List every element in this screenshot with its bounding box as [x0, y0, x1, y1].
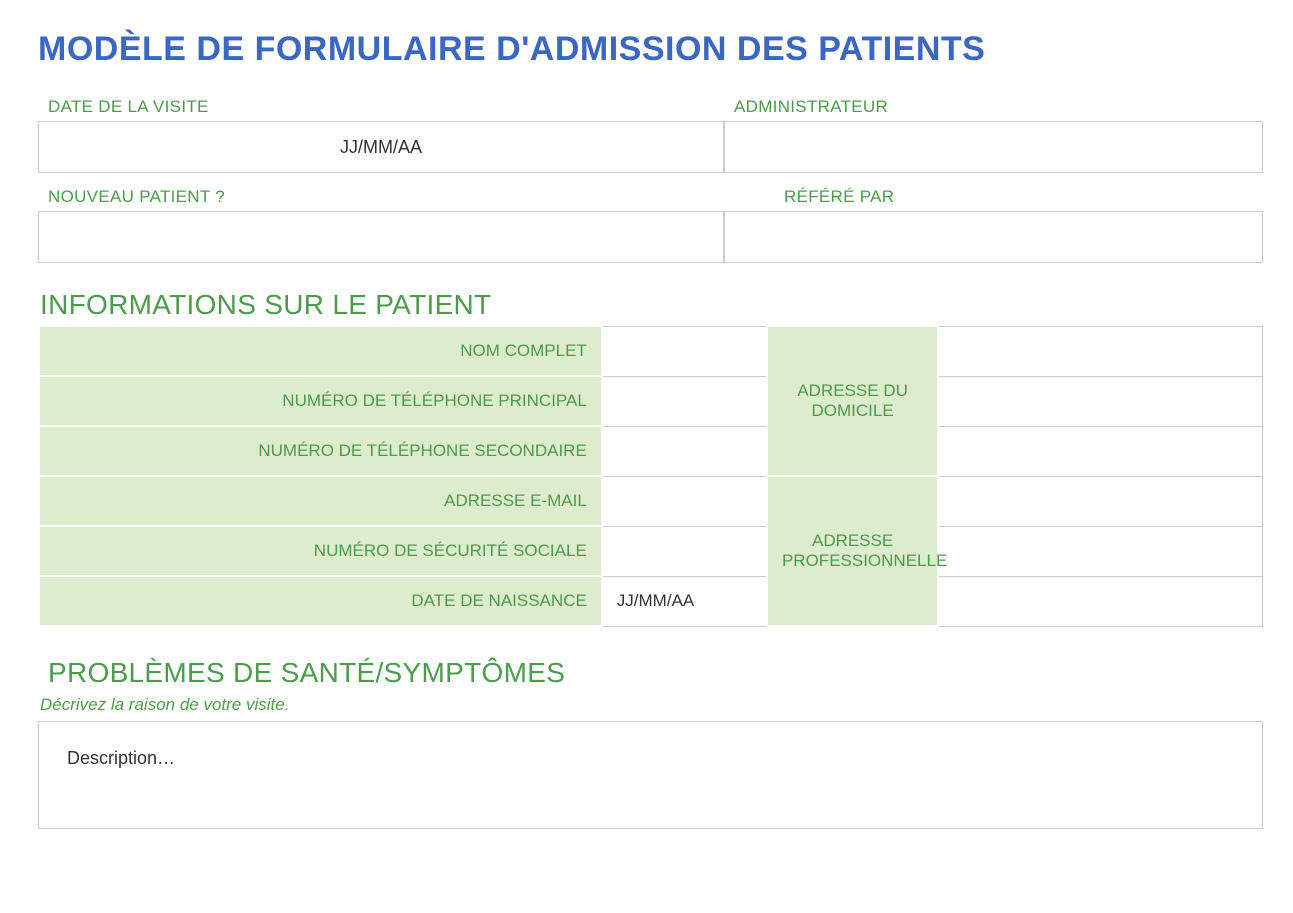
symptoms-heading: PROBLÈMES DE SANTÉ/SYMPTÔMES	[48, 657, 1263, 689]
administrator-field[interactable]	[724, 121, 1263, 173]
work-address-label: ADRESSE PROFESSIONNELLE	[767, 476, 938, 626]
referred-by-field[interactable]	[724, 211, 1263, 263]
visit-date-field[interactable]: JJ/MM/AA	[38, 121, 724, 173]
secondary-phone-label: NUMÉRO DE TÉLÉPHONE SECONDAIRE	[39, 426, 602, 476]
secondary-phone-field[interactable]	[602, 426, 767, 476]
patient-info-heading: INFORMATIONS SUR LE PATIENT	[40, 289, 1263, 321]
primary-phone-label: NUMÉRO DE TÉLÉPHONE PRINCIPAL	[39, 376, 602, 426]
home-address-line2-field[interactable]	[938, 376, 1262, 426]
dob-label: DATE DE NAISSANCE	[39, 576, 602, 626]
work-address-line2-field[interactable]	[938, 526, 1262, 576]
work-address-line1-field[interactable]	[938, 476, 1262, 526]
patient-info-table: NOM COMPLET ADRESSE DU DOMICILE NUMÉRO D…	[38, 325, 1263, 627]
top-header-grid: DATE DE LA VISITE ADMINISTRATEUR JJ/MM/A…	[38, 97, 1263, 263]
home-address-label: ADRESSE DU DOMICILE	[767, 326, 938, 476]
ssn-label: NUMÉRO DE SÉCURITÉ SOCIALE	[39, 526, 602, 576]
home-address-line1-field[interactable]	[938, 326, 1262, 376]
symptoms-subheading: Décrivez la raison de votre visite.	[40, 695, 1263, 715]
home-address-line3-field[interactable]	[938, 426, 1262, 476]
visit-date-label: DATE DE LA VISITE	[38, 97, 724, 121]
work-address-line3-field[interactable]	[938, 576, 1262, 626]
symptoms-description-field[interactable]: Description…	[38, 721, 1263, 829]
primary-phone-field[interactable]	[602, 376, 767, 426]
full-name-field[interactable]	[602, 326, 767, 376]
ssn-field[interactable]	[602, 526, 767, 576]
email-field[interactable]	[602, 476, 767, 526]
referred-by-label: RÉFÉRÉ PAR	[724, 187, 1263, 211]
full-name-label: NOM COMPLET	[39, 326, 602, 376]
dob-field[interactable]: JJ/MM/AA	[602, 576, 767, 626]
new-patient-label: NOUVEAU PATIENT ?	[38, 187, 724, 211]
page-title: MODÈLE DE FORMULAIRE D'ADMISSION DES PAT…	[38, 30, 1263, 69]
email-label: ADRESSE E-MAIL	[39, 476, 602, 526]
administrator-label: ADMINISTRATEUR	[724, 97, 1263, 121]
new-patient-field[interactable]	[38, 211, 724, 263]
